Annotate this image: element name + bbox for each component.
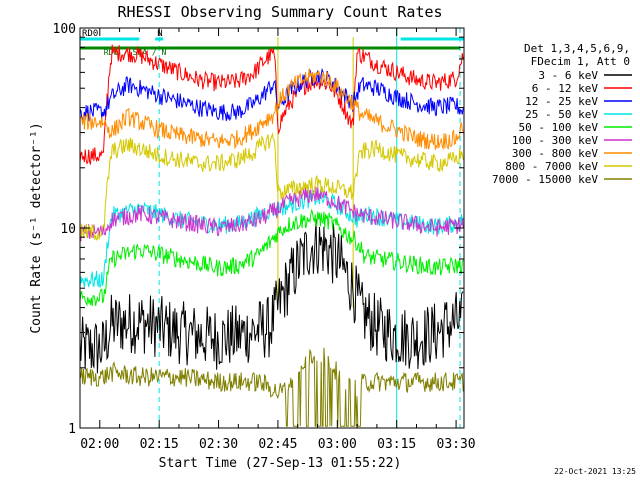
legend-label-300-800-kev: 300 - 800 keV — [512, 147, 598, 160]
series-line-50-100-kev — [79, 208, 464, 307]
series-line-100-300-kev — [79, 186, 464, 242]
plot-area: RD0 N RD0 / SAA / N — [79, 28, 464, 428]
status-overlap-text: RD0 / SAA / N — [104, 48, 167, 57]
series-line-3-6-kev — [79, 218, 464, 374]
y-tick-label-100: 100 — [53, 22, 76, 37]
legend-label-25-50-kev: 25 - 50 keV — [525, 108, 598, 121]
status-bar-label-0: RD0 — [82, 29, 98, 39]
y-tick-label-1: 1 — [68, 422, 76, 437]
y-tick-label-10: 10 — [60, 222, 76, 237]
x-tick-label-0245: 02:45 — [258, 437, 297, 452]
x-tick-label-0315: 03:15 — [377, 437, 416, 452]
x-tick-label-0200: 02:00 — [80, 437, 119, 452]
legend-label-100-300-kev: 100 - 300 keV — [512, 134, 598, 147]
x-tick-label-0215: 02:15 — [140, 437, 179, 452]
y-axis: 1 10 100 — [53, 22, 464, 437]
legend-label-50-100-kev: 50 - 100 keV — [519, 121, 599, 134]
generated-timestamp: 22-Oct-2021 13:25 — [554, 467, 636, 476]
legend-label-6-12-kev: 6 - 12 keV — [532, 82, 599, 95]
series-line-800-7000-kev — [79, 132, 464, 241]
legend-label-12-25-kev: 12 - 25 keV — [525, 95, 598, 108]
legend-label-800-7000-kev: 800 - 7000 keV — [505, 160, 598, 173]
status-bar-label-1: N — [157, 29, 162, 39]
x-axis-title: Start Time (27-Sep-13 01:55:22) — [159, 456, 402, 471]
x-tick-label-0300: 03:00 — [318, 437, 357, 452]
legend-header-line-2: FDecim 1, Att 0 — [531, 55, 630, 68]
legend-header-line-1: Det 1,3,4,5,6,9, — [524, 42, 630, 55]
x-axis: 02:00 02:15 02:30 02:45 03:00 03:15 03:30 — [79, 28, 476, 452]
x-tick-label-0330: 03:30 — [437, 437, 476, 452]
chart-title: RHESSI Observing Summary Count Rates — [117, 3, 442, 21]
legend-label-7000-15000-kev: 7000 - 15000 keV — [492, 173, 598, 186]
series-line-6-12-kev — [79, 44, 464, 165]
series-line-300-800-kev — [79, 68, 464, 151]
series-line-12-25-kev — [79, 67, 464, 122]
series-line-7000-15000-kev — [79, 347, 464, 427]
legend-label-3-6-kev: 3 - 6 keV — [538, 69, 598, 82]
x-tick-label-0230: 02:30 — [199, 437, 238, 452]
y-axis-title: Count Rate (s⁻¹ detector⁻¹) — [29, 122, 44, 333]
